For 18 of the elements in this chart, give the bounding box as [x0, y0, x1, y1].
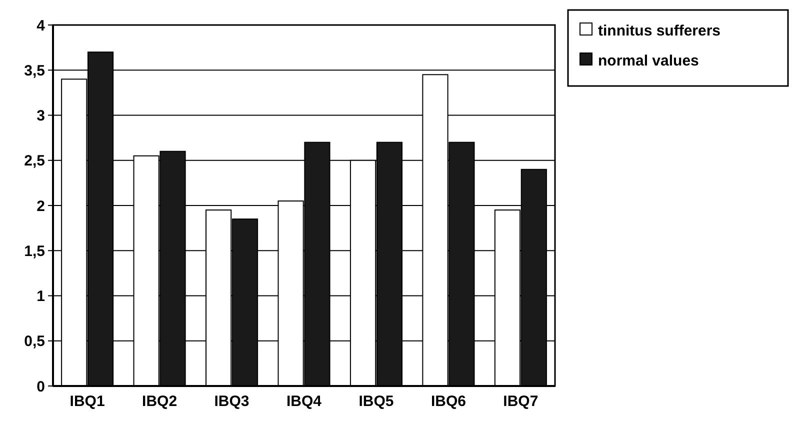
y-tick-label: 2: [36, 198, 45, 215]
y-tick-label: 0: [36, 378, 45, 396]
y-tick-label: 3: [36, 108, 45, 124]
x-tick-label: IBQ4: [286, 393, 322, 410]
x-tick-label: IBQ1: [70, 393, 105, 410]
x-tick-label: IBQ6: [430, 393, 466, 410]
y-tick-label: 1,5: [24, 242, 45, 260]
x-tick-label: IBQ7: [503, 393, 538, 410]
y-tick-label: 4: [36, 17, 46, 34]
y-tick-label: 2,5: [24, 152, 45, 170]
legend-label: tinnitus sufferers: [598, 22, 721, 40]
legend-label: normal values: [598, 52, 699, 70]
y-tick-label: 1: [36, 288, 45, 305]
y-tick-label: 3,5: [24, 62, 45, 80]
x-tick-label: IBQ2: [142, 393, 178, 410]
y-tick-label: 0,5: [24, 333, 45, 350]
x-tick-label: IBQ3: [214, 393, 250, 410]
x-tick-label: IBQ5: [358, 393, 394, 410]
